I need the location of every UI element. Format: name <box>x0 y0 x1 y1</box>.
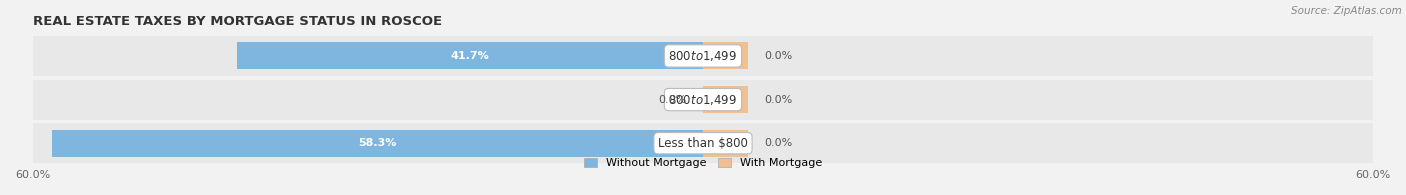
Bar <box>238 43 703 69</box>
Bar <box>32 80 1374 120</box>
Bar <box>52 130 703 157</box>
Text: Less than $800: Less than $800 <box>658 137 748 150</box>
Text: 0.0%: 0.0% <box>765 138 793 148</box>
Bar <box>703 86 748 113</box>
Text: $800 to $1,499: $800 to $1,499 <box>668 49 738 63</box>
Text: 58.3%: 58.3% <box>359 138 396 148</box>
Bar <box>32 36 1374 76</box>
Bar <box>703 43 748 69</box>
Text: 0.0%: 0.0% <box>658 95 686 105</box>
Legend: Without Mortgage, With Mortgage: Without Mortgage, With Mortgage <box>579 153 827 173</box>
Text: REAL ESTATE TAXES BY MORTGAGE STATUS IN ROSCOE: REAL ESTATE TAXES BY MORTGAGE STATUS IN … <box>32 15 441 28</box>
Text: 0.0%: 0.0% <box>765 95 793 105</box>
Text: Source: ZipAtlas.com: Source: ZipAtlas.com <box>1291 6 1402 16</box>
Text: 0.0%: 0.0% <box>765 51 793 61</box>
Text: $800 to $1,499: $800 to $1,499 <box>668 93 738 107</box>
Bar <box>703 130 748 157</box>
Bar <box>32 123 1374 163</box>
Text: 41.7%: 41.7% <box>451 51 489 61</box>
